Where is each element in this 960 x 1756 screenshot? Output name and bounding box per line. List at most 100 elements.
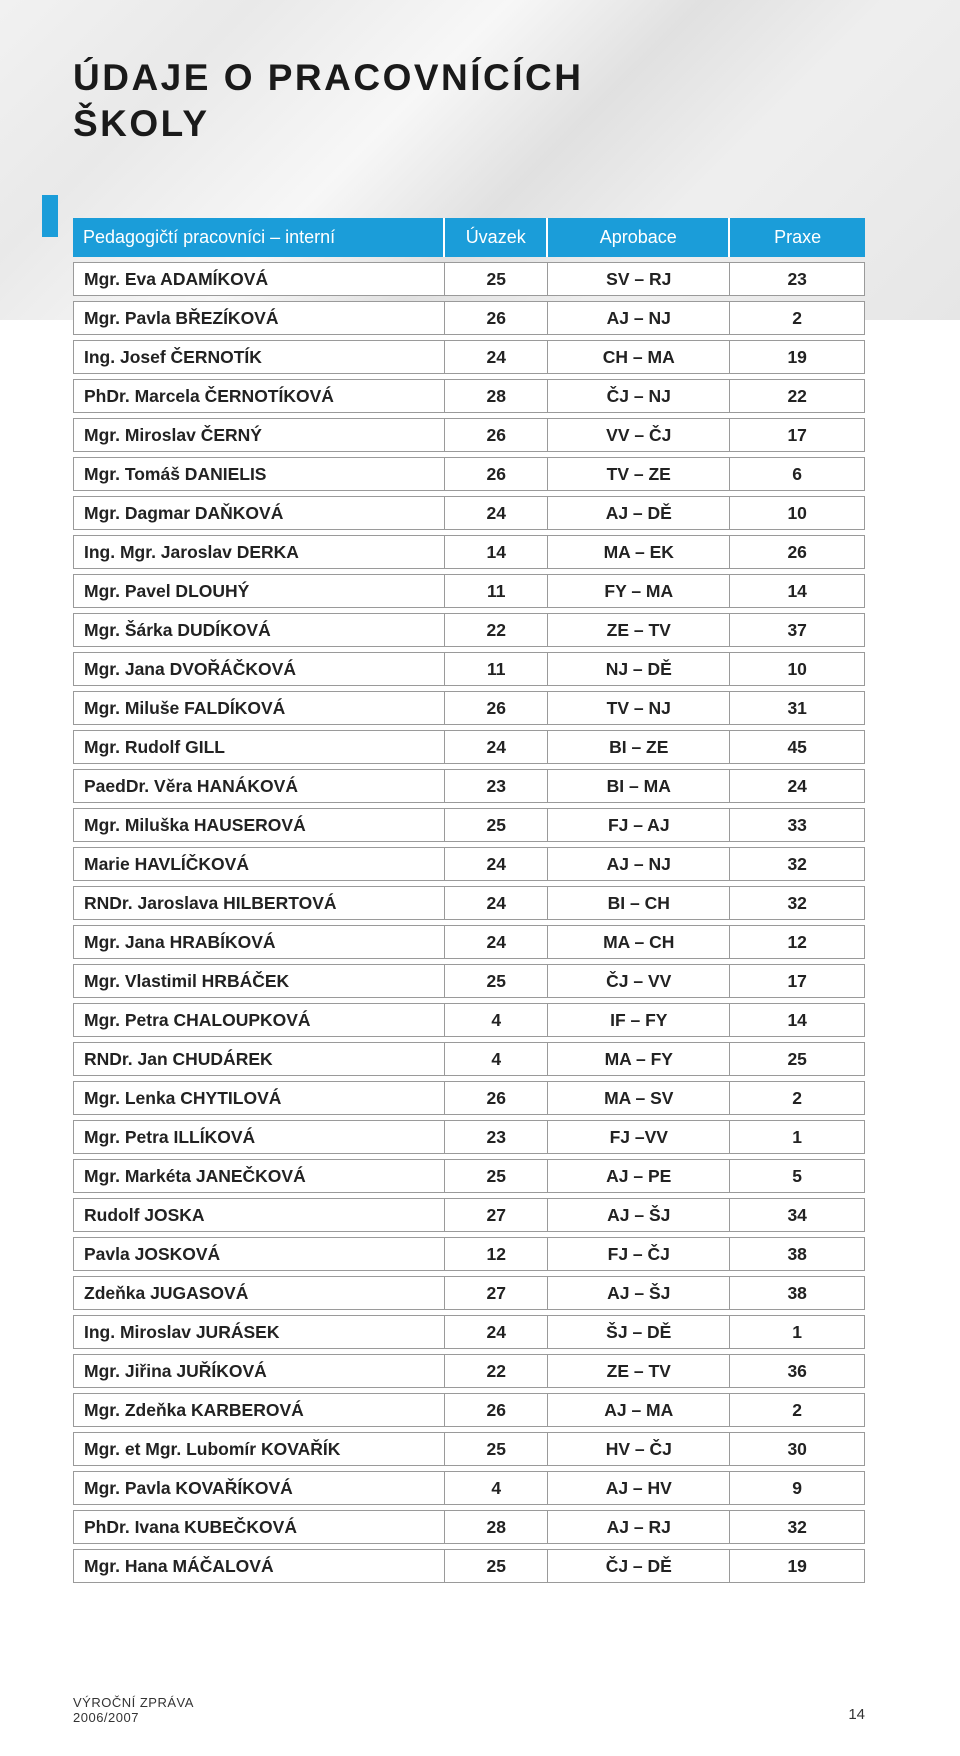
table-row: Mgr. Pavel DLOUHÝ11FY – MA14 — [73, 574, 865, 608]
cell-uvazek: 4 — [445, 1042, 548, 1076]
table-row: Mgr. Miluška HAUSEROVÁ25FJ – AJ33 — [73, 808, 865, 842]
cell-aprobace: MA – CH — [548, 925, 730, 959]
header-name: Pedagogičtí pracovníci – interní — [73, 218, 445, 257]
cell-name: Mgr. Jiřina JUŘÍKOVÁ — [73, 1354, 445, 1388]
cell-praxe: 17 — [730, 418, 865, 452]
cell-uvazek: 27 — [445, 1198, 548, 1232]
cell-uvazek: 11 — [445, 574, 548, 608]
cell-uvazek: 22 — [445, 1354, 548, 1388]
table-row: Marie HAVLÍČKOVÁ24AJ – NJ32 — [73, 847, 865, 881]
page-content: ÚDAJE O PRACOVNÍCÍCH ŠKOLY Pedagogičtí p… — [0, 0, 960, 1588]
cell-praxe: 10 — [730, 652, 865, 686]
cell-praxe: 1 — [730, 1120, 865, 1154]
cell-name: Mgr. Miluše FALDÍKOVÁ — [73, 691, 445, 725]
header-praxe: Praxe — [730, 218, 865, 257]
footer: VÝROČNÍ ZPRÁVA 2006/2007 — [73, 1695, 194, 1726]
cell-aprobace: AJ – PE — [548, 1159, 730, 1193]
cell-praxe: 26 — [730, 535, 865, 569]
cell-aprobace: AJ – NJ — [548, 847, 730, 881]
table-row: Mgr. Miroslav ČERNÝ26VV – ČJ17 — [73, 418, 865, 452]
header-uvazek: Úvazek — [445, 218, 548, 257]
cell-aprobace: HV – ČJ — [548, 1432, 730, 1466]
table-row: Mgr. Zdeňka KARBEROVÁ26AJ – MA2 — [73, 1393, 865, 1427]
cell-praxe: 32 — [730, 847, 865, 881]
cell-uvazek: 26 — [445, 301, 548, 335]
cell-aprobace: FY – MA — [548, 574, 730, 608]
cell-praxe: 17 — [730, 964, 865, 998]
cell-uvazek: 26 — [445, 1081, 548, 1115]
cell-name: Marie HAVLÍČKOVÁ — [73, 847, 445, 881]
footer-line2: 2006/2007 — [73, 1710, 139, 1725]
cell-aprobace: IF – FY — [548, 1003, 730, 1037]
table-row: Mgr. Pavla BŘEZÍKOVÁ26AJ – NJ2 — [73, 301, 865, 335]
cell-name: Ing. Miroslav JURÁSEK — [73, 1315, 445, 1349]
table-row: PaedDr. Věra HANÁKOVÁ23BI – MA24 — [73, 769, 865, 803]
cell-uvazek: 27 — [445, 1276, 548, 1310]
table-row: Mgr. Jiřina JUŘÍKOVÁ22ZE – TV36 — [73, 1354, 865, 1388]
title-line1: ÚDAJE O PRACOVNÍCÍCH — [73, 57, 584, 98]
cell-praxe: 14 — [730, 574, 865, 608]
table-row: RNDr. Jan CHUDÁREK4MA – FY25 — [73, 1042, 865, 1076]
cell-name: Mgr. Zdeňka KARBEROVÁ — [73, 1393, 445, 1427]
page-number: 14 — [848, 1706, 865, 1723]
table-row: Mgr. Vlastimil HRBÁČEK25ČJ – VV17 — [73, 964, 865, 998]
table-row: Mgr. Petra CHALOUPKOVÁ4IF – FY14 — [73, 1003, 865, 1037]
cell-aprobace: AJ – NJ — [548, 301, 730, 335]
cell-name: Ing. Josef ČERNOTÍK — [73, 340, 445, 374]
cell-name: Pavla JOSKOVÁ — [73, 1237, 445, 1271]
cell-praxe: 22 — [730, 379, 865, 413]
cell-aprobace: TV – NJ — [548, 691, 730, 725]
cell-praxe: 2 — [730, 301, 865, 335]
cell-praxe: 10 — [730, 496, 865, 530]
table-row: Zdeňka JUGASOVÁ27AJ – ŠJ38 — [73, 1276, 865, 1310]
cell-uvazek: 24 — [445, 1315, 548, 1349]
cell-name: Mgr. Vlastimil HRBÁČEK — [73, 964, 445, 998]
cell-uvazek: 4 — [445, 1471, 548, 1505]
cell-name: Mgr. Miroslav ČERNÝ — [73, 418, 445, 452]
cell-uvazek: 25 — [445, 1159, 548, 1193]
cell-aprobace: VV – ČJ — [548, 418, 730, 452]
cell-uvazek: 26 — [445, 1393, 548, 1427]
table-row: PhDr. Marcela ČERNOTÍKOVÁ28ČJ – NJ22 — [73, 379, 865, 413]
cell-praxe: 24 — [730, 769, 865, 803]
cell-aprobace: ČJ – NJ — [548, 379, 730, 413]
cell-praxe: 38 — [730, 1237, 865, 1271]
cell-uvazek: 4 — [445, 1003, 548, 1037]
table-row: Mgr. Jana HRABÍKOVÁ24MA – CH12 — [73, 925, 865, 959]
cell-name: Mgr. Jana HRABÍKOVÁ — [73, 925, 445, 959]
cell-uvazek: 25 — [445, 1549, 548, 1583]
cell-aprobace: AJ – RJ — [548, 1510, 730, 1544]
cell-praxe: 5 — [730, 1159, 865, 1193]
staff-table: Pedagogičtí pracovníci – interní Úvazek … — [73, 213, 865, 1588]
cell-aprobace: AJ – ŠJ — [548, 1276, 730, 1310]
cell-praxe: 19 — [730, 340, 865, 374]
cell-uvazek: 28 — [445, 379, 548, 413]
cell-aprobace: AJ – HV — [548, 1471, 730, 1505]
cell-aprobace: SV – RJ — [548, 262, 730, 296]
cell-uvazek: 26 — [445, 691, 548, 725]
cell-aprobace: NJ – DĚ — [548, 652, 730, 686]
cell-aprobace: ZE – TV — [548, 1354, 730, 1388]
cell-praxe: 2 — [730, 1393, 865, 1427]
cell-uvazek: 24 — [445, 730, 548, 764]
table-header-row: Pedagogičtí pracovníci – interní Úvazek … — [73, 218, 865, 257]
cell-uvazek: 11 — [445, 652, 548, 686]
cell-aprobace: ČJ – DĚ — [548, 1549, 730, 1583]
cell-aprobace: BI – CH — [548, 886, 730, 920]
cell-aprobace: AJ – DĚ — [548, 496, 730, 530]
cell-name: Mgr. Pavla BŘEZÍKOVÁ — [73, 301, 445, 335]
cell-aprobace: ZE – TV — [548, 613, 730, 647]
cell-uvazek: 26 — [445, 418, 548, 452]
cell-praxe: 9 — [730, 1471, 865, 1505]
cell-praxe: 19 — [730, 1549, 865, 1583]
cell-praxe: 34 — [730, 1198, 865, 1232]
cell-aprobace: TV – ZE — [548, 457, 730, 491]
footer-line1: VÝROČNÍ ZPRÁVA — [73, 1695, 194, 1710]
cell-name: Mgr. Pavel DLOUHÝ — [73, 574, 445, 608]
cell-praxe: 37 — [730, 613, 865, 647]
cell-praxe: 32 — [730, 1510, 865, 1544]
cell-name: Mgr. Pavla KOVAŘÍKOVÁ — [73, 1471, 445, 1505]
cell-aprobace: FJ –VV — [548, 1120, 730, 1154]
table-body: Mgr. Eva ADAMÍKOVÁ25SV – RJ23Mgr. Pavla … — [73, 262, 865, 1583]
cell-aprobace: ŠJ – DĚ — [548, 1315, 730, 1349]
